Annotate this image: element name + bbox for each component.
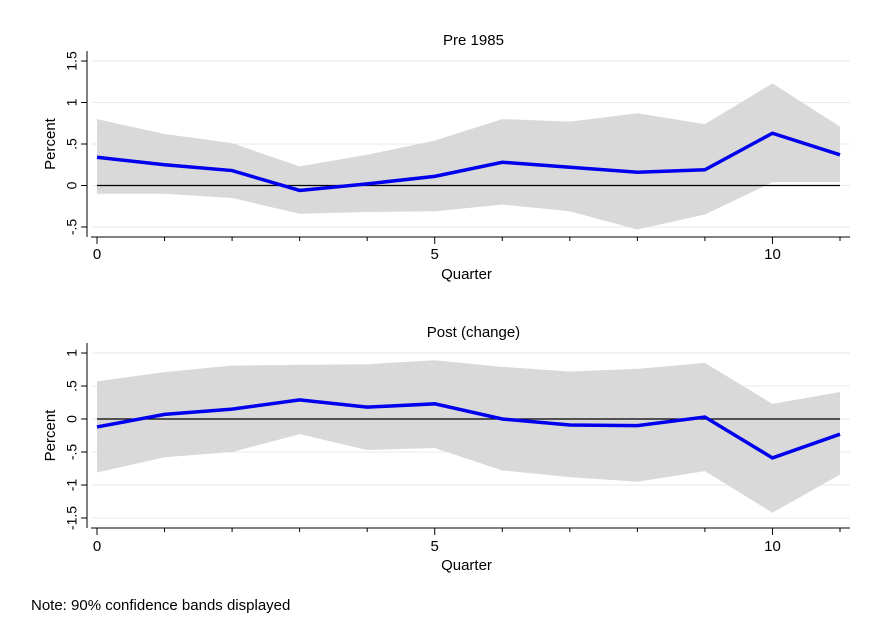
y-tick-label: .5 bbox=[64, 138, 80, 150]
chart-panel-1: Pre 1985 -.5 0 .5 1 1.5 Percent 0 5 10 Quarter bbox=[42, 32, 850, 283]
x-tick-label: 5 bbox=[431, 246, 439, 263]
y-tick-label: -1 bbox=[64, 479, 80, 492]
x-tick-label: 10 bbox=[764, 538, 781, 555]
x-tick-label: 5 bbox=[431, 538, 439, 555]
y-tick-label: 0 bbox=[64, 415, 80, 423]
y-tick-label: 1 bbox=[64, 349, 80, 357]
chart-title: Pre 1985 bbox=[443, 32, 504, 49]
series-line bbox=[96, 398, 841, 460]
confidence-band bbox=[97, 83, 840, 230]
y-tick-label: -.5 bbox=[64, 444, 80, 461]
chart-title: Post (change) bbox=[427, 324, 520, 341]
x-tick-label: 0 bbox=[93, 246, 101, 263]
y-tick-label: 0 bbox=[64, 181, 80, 189]
y-tick-label: -1.5 bbox=[64, 506, 80, 530]
x-axis-label: Quarter bbox=[441, 557, 492, 574]
x-tick-label: 10 bbox=[764, 246, 781, 263]
y-tick-label: -.5 bbox=[64, 219, 80, 236]
x-tick-label: 0 bbox=[93, 538, 101, 555]
confidence-band bbox=[97, 360, 840, 513]
y-tick-label: .5 bbox=[64, 380, 80, 392]
y-axis-label: Percent bbox=[42, 117, 59, 170]
x-axis-label: Quarter bbox=[441, 266, 492, 283]
y-axis-label: Percent bbox=[42, 409, 59, 462]
series-line bbox=[96, 131, 841, 193]
y-tick-label: 1 bbox=[64, 98, 80, 106]
chart-panel-2: Post (change) -1.5 -1 -.5 0 .5 1 Percent 0 5 10 Qua… bbox=[42, 324, 850, 574]
y-tick-label: 1.5 bbox=[64, 51, 80, 71]
figure-note: Note: 90% confidence bands displayed bbox=[31, 597, 291, 614]
